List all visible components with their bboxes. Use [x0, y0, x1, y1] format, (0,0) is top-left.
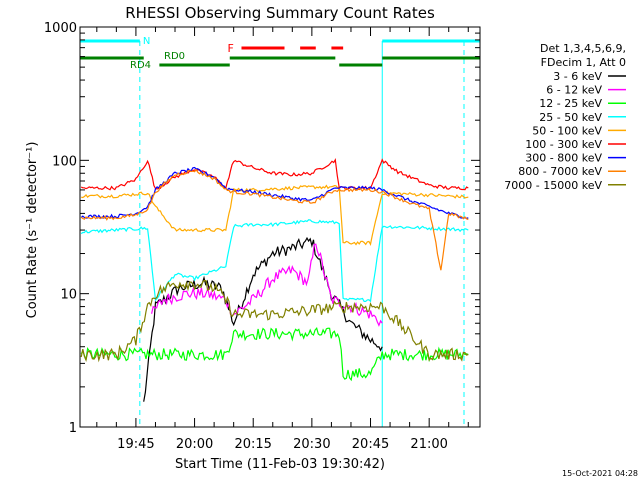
series-line [81, 184, 469, 246]
rd0-label: RD0 [164, 51, 185, 62]
plot-frame [79, 26, 481, 428]
series-layer [80, 157, 469, 402]
legend-label: 800 - 7000 keV [518, 165, 602, 178]
y-axis-label: Count Rate (s⁻¹ detector⁻¹) [25, 142, 40, 319]
x-tick-label: 20:00 [176, 437, 213, 452]
x-tick-label: 20:45 [352, 437, 389, 452]
series-line [80, 279, 469, 363]
rd4-label: RD4 [130, 60, 151, 71]
chart-title: RHESSI Observing Summary Count Rates [125, 4, 435, 22]
x-axis: 19:45 20:00 20:15 20:30 20:45 21:00 [96, 27, 469, 452]
y-tick-label: 10 [60, 288, 77, 303]
night-label: N [143, 36, 150, 47]
x-axis-label: Start Time (11-Feb-03 19:30:42) [175, 457, 385, 472]
legend-label: 12 - 25 keV [539, 97, 602, 110]
x-tick-label: 20:15 [234, 437, 271, 452]
series-line [80, 168, 469, 271]
legend-label: 6 - 12 keV [546, 84, 602, 97]
legend-label: 3 - 6 keV [553, 70, 602, 83]
legend: Det 1,3,4,5,6,9,FDecim 1, Att 03 - 6 keV… [504, 42, 626, 192]
y-tick-label: 1000 [44, 21, 77, 36]
series-line [80, 219, 469, 303]
x-tick-label: 19:45 [117, 437, 154, 452]
legend-label: 7000 - 15000 keV [504, 179, 602, 192]
legend-label: 100 - 300 keV [525, 138, 602, 151]
legend-header: FDecim 1, Att 0 [541, 56, 626, 69]
series-line [151, 243, 383, 327]
y-tick-label: 1 [69, 421, 77, 436]
y-axis: 1 10 100 1000 [44, 21, 480, 436]
x-tick-label: 20:30 [293, 437, 330, 452]
legend-header: Det 1,3,4,5,6,9, [540, 42, 626, 55]
series-line [80, 157, 469, 191]
legend-label: 50 - 100 keV [532, 124, 602, 137]
timestamp: 15-Oct-2021 04:28 [562, 469, 638, 478]
y-tick-label: 100 [52, 154, 77, 169]
series-line [143, 236, 383, 402]
series-line [80, 166, 469, 220]
legend-label: 300 - 800 keV [525, 152, 602, 165]
flare-label: F [227, 42, 233, 55]
legend-label: 25 - 50 keV [539, 111, 602, 124]
x-tick-label: 21:00 [410, 437, 447, 452]
series-line [80, 326, 469, 382]
